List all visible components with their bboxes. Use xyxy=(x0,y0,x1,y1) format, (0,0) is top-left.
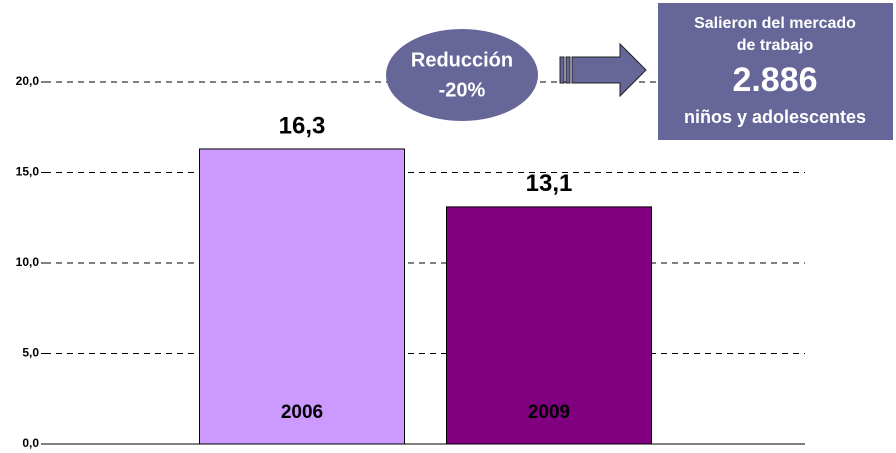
bar xyxy=(199,148,405,445)
summary-text: niños y adolescentes xyxy=(684,107,866,127)
summary-box xyxy=(658,3,893,140)
reduction-text: -20% xyxy=(439,79,486,101)
summary-text: Salieron del mercado xyxy=(694,15,856,32)
arrow xyxy=(559,42,647,98)
value-label: 16,3 xyxy=(279,112,326,139)
reduction-ellipse xyxy=(386,29,538,121)
y-tick-label: 5,0 xyxy=(22,346,39,360)
y-tick-label: 20,0 xyxy=(16,74,40,88)
summary-text: de trabajo xyxy=(737,37,814,54)
bar xyxy=(446,206,652,445)
category-label: 2009 xyxy=(528,402,570,423)
value-label: 13,1 xyxy=(526,170,573,197)
reduction-text: Reducción xyxy=(411,49,513,71)
y-tick-label: 15,0 xyxy=(16,165,40,179)
category-label: 2006 xyxy=(281,402,323,423)
summary-number: 2.886 xyxy=(732,61,817,99)
y-tick-label: 0,0 xyxy=(22,436,39,450)
y-tick-label: 10,0 xyxy=(16,255,40,269)
